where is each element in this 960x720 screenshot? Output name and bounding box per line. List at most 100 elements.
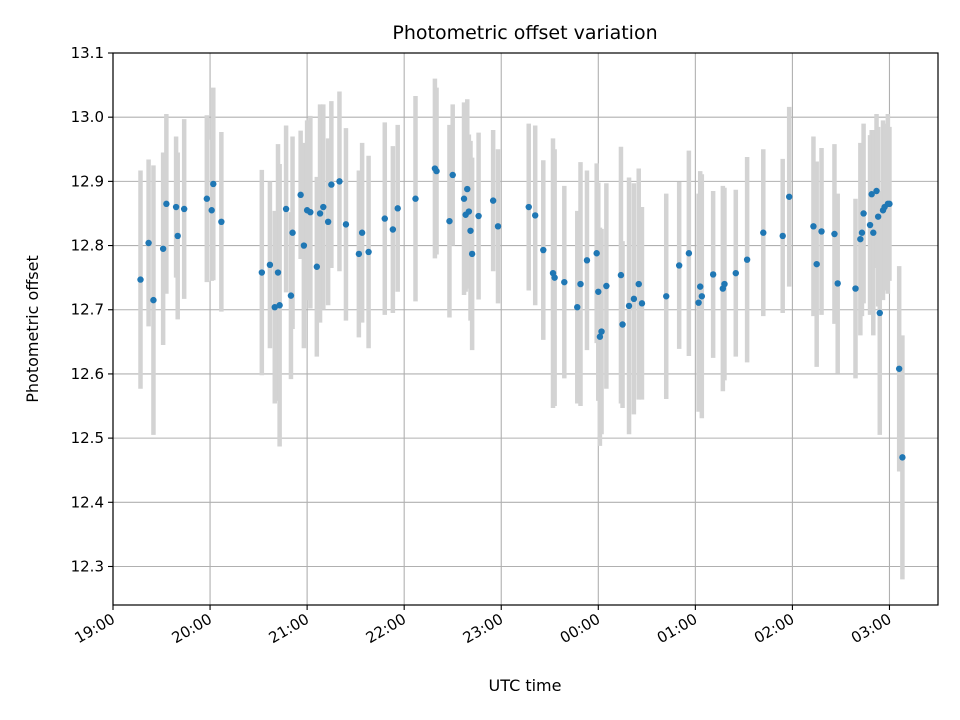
data-point [818,228,825,235]
data-point [831,230,838,238]
data-point [852,285,859,292]
data-point [163,200,170,208]
data-point [532,212,539,219]
data-point [603,282,610,290]
data-point [860,210,867,217]
y-tick-label: 12.3 [71,557,104,575]
x-axis-ticks: 19:00 20:00 21:00 22:00 23:00 00:00 01:00 02:00… [72,605,894,647]
data-point [172,203,180,211]
data-point [489,197,497,204]
data-point [342,221,350,228]
data-point [145,239,152,247]
error-bars [138,78,905,580]
data-point [625,302,633,310]
y-axis-label: Photometric offset [23,255,42,403]
data-point [300,242,308,249]
data-point [813,260,820,268]
data-point [583,257,591,264]
data-point [266,261,274,269]
grid-lines [112,52,938,605]
x-tick-label: 01:00 [654,610,700,647]
data-point [743,256,751,263]
data-point [721,280,728,288]
data-points [137,165,906,461]
data-point [137,276,144,283]
data-point [287,292,295,299]
data-point [276,302,283,309]
data-point [525,203,532,211]
data-point [358,229,366,236]
y-tick-label: 12.8 [71,237,104,255]
data-point [203,195,211,202]
data-point [697,283,704,290]
data-point [218,218,225,226]
y-tick-label: 12.5 [71,429,104,447]
data-point [760,229,767,236]
data-point [595,288,602,295]
data-point [324,218,332,226]
y-tick-label: 12.9 [71,172,104,190]
data-point [381,215,388,222]
data-point [858,229,866,236]
data-point [313,263,321,270]
x-tick-label: 19:00 [72,610,118,647]
data-point [596,333,604,340]
x-tick-label: 23:00 [460,610,506,647]
data-point [638,300,646,307]
x-tick-label: 02:00 [751,610,797,647]
data-point [857,235,864,243]
data-point [159,245,167,252]
data-point [866,221,874,229]
x-tick-label: 03:00 [848,610,894,647]
y-tick-label: 12.6 [71,365,104,383]
data-point [389,226,397,233]
data-point [834,280,841,287]
data-point [732,269,739,277]
data-point [494,223,502,230]
data-point [709,271,717,278]
data-point [785,193,793,200]
y-tick-label: 12.7 [71,301,104,319]
data-point [174,232,181,240]
data-point [593,250,600,257]
data-point [460,195,468,202]
data-point [675,262,683,269]
data-point [320,203,327,211]
data-point [577,280,584,288]
data-point [316,210,324,217]
data-point [328,181,335,188]
data-point [598,328,605,335]
data-point [540,246,547,254]
data-point [355,250,363,258]
data-point [868,191,875,198]
data-point [210,180,217,188]
data-point [635,280,642,288]
data-point [150,296,157,304]
data-point [449,171,456,179]
data-point [365,248,372,256]
data-point [464,185,471,193]
data-point [895,365,903,372]
data-point [282,205,290,213]
data-point [561,278,568,286]
data-point [394,205,401,212]
data-point [698,293,706,300]
data-point [271,303,278,311]
data-point [574,303,581,311]
data-point [289,229,296,236]
data-point [180,205,188,213]
data-point [873,187,880,195]
data-point [465,208,473,215]
data-point [468,250,476,258]
data-point [336,178,343,185]
data-point [886,200,893,208]
data-point [619,321,626,328]
data-point [446,217,453,225]
data-point [274,269,282,276]
data-point [695,299,702,306]
data-point [874,213,882,220]
y-tick-label: 13.0 [71,108,104,126]
data-point [297,191,304,199]
data-point [810,223,817,230]
